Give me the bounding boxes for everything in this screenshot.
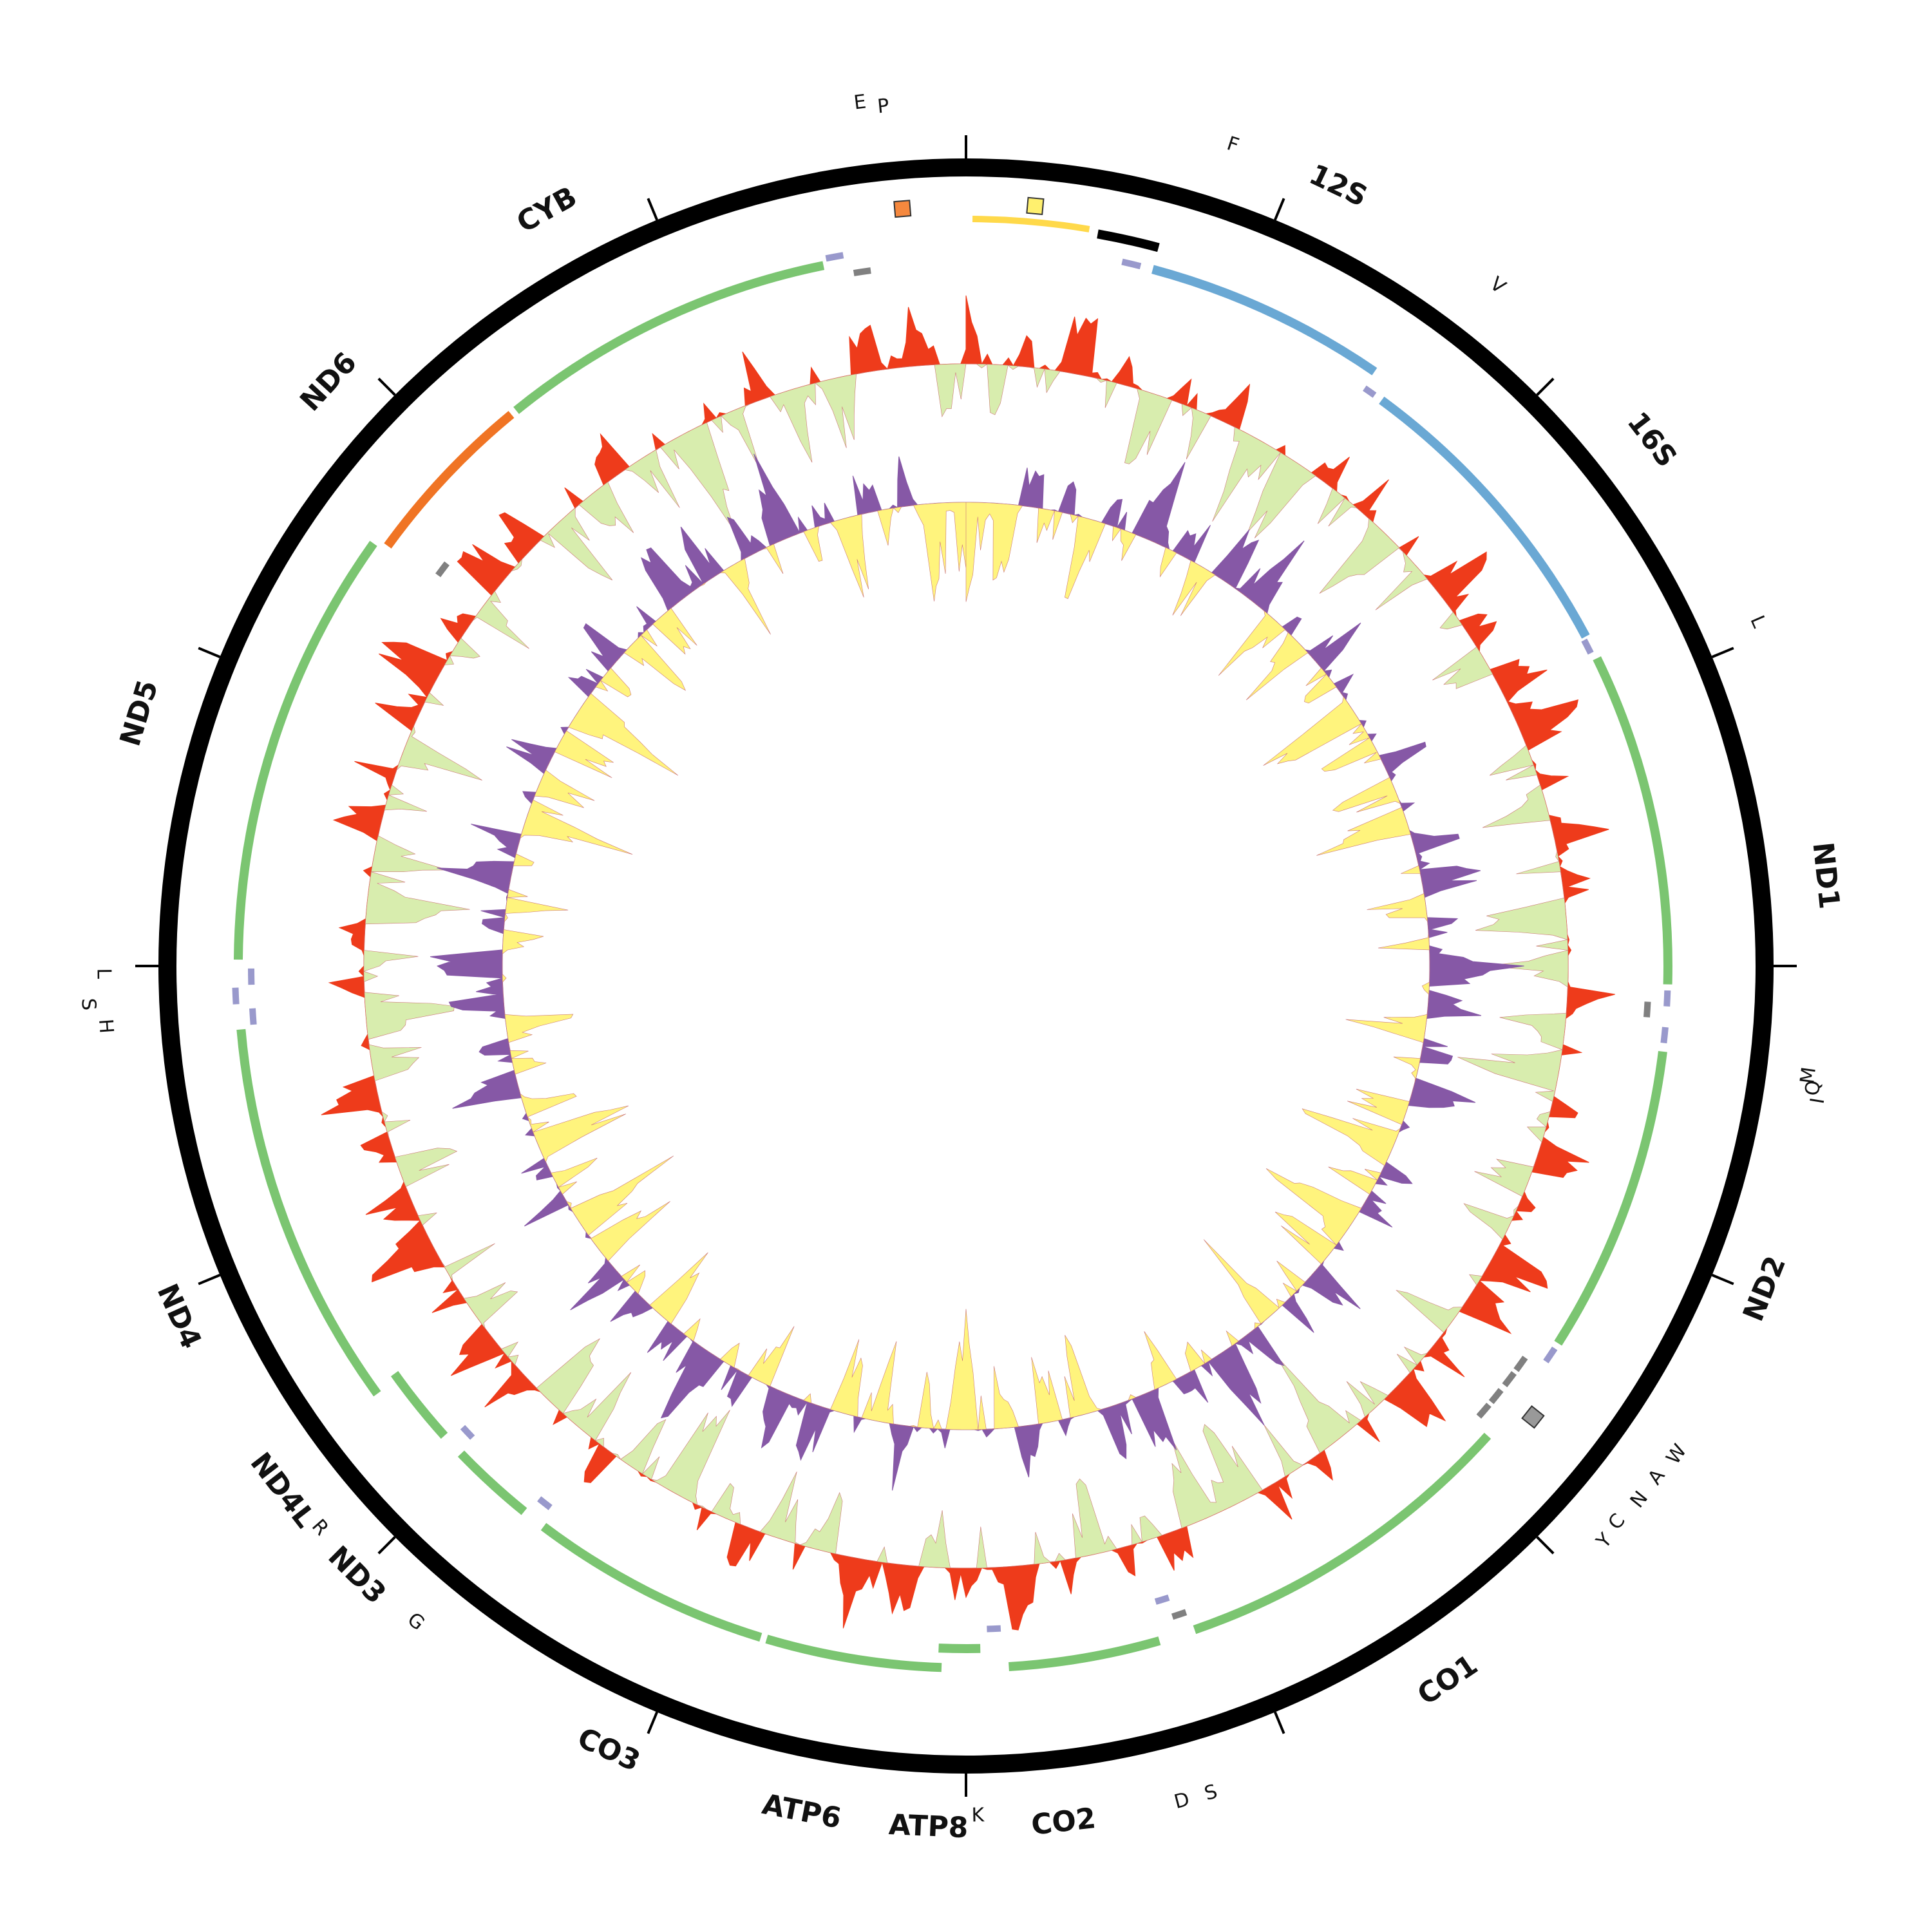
inner-plot-negative-area bbox=[502, 502, 1430, 1430]
trna-q-arc bbox=[1643, 1001, 1651, 1018]
scale-tick bbox=[1536, 377, 1555, 396]
gene-label: CO2 bbox=[1030, 1802, 1097, 1842]
gene-label: 12S bbox=[1304, 158, 1372, 213]
origin-marker-light bbox=[1026, 196, 1045, 216]
nd5-arc bbox=[234, 540, 377, 960]
gene-label: D bbox=[1172, 1788, 1192, 1814]
nd1-arc bbox=[1593, 656, 1672, 985]
trna-r-arc bbox=[460, 1425, 475, 1440]
scale-tick bbox=[1536, 1536, 1555, 1555]
cyb-arc bbox=[513, 261, 825, 414]
gene-labels: F12SV16SLND1IQMND2WANCYCO1SDCO2KATP8ATP6… bbox=[77, 91, 1846, 1845]
gene-label: ATP8 bbox=[888, 1808, 969, 1844]
gene-label: S bbox=[77, 998, 100, 1011]
origin-marker-heavy bbox=[893, 200, 912, 218]
trna-e-arc bbox=[435, 561, 450, 578]
trna-f-arc bbox=[1121, 258, 1142, 270]
gene-label: ND4 bbox=[151, 1279, 208, 1354]
atp8-arc bbox=[938, 1643, 981, 1653]
trna-w-arc bbox=[1543, 1346, 1558, 1364]
scale-tick bbox=[1711, 1274, 1734, 1285]
trna-c-arc bbox=[1488, 1388, 1504, 1405]
co3-arc bbox=[540, 1522, 762, 1642]
gene-label: Q bbox=[1801, 1079, 1825, 1097]
gene-label: S bbox=[1202, 1780, 1220, 1805]
gene-label: W bbox=[1662, 1440, 1692, 1468]
origin-markers bbox=[893, 196, 1545, 1429]
gene-label: ND6 bbox=[294, 346, 363, 417]
nd6-arc bbox=[384, 411, 515, 549]
gene-label: CYB bbox=[511, 180, 582, 240]
trna-y-arc bbox=[1476, 1403, 1492, 1419]
gene-label: Y bbox=[1592, 1529, 1617, 1553]
scale-tick bbox=[198, 647, 221, 658]
nd2-arc bbox=[1554, 1050, 1667, 1346]
gene-label: E bbox=[853, 91, 867, 115]
scale-tick bbox=[1711, 647, 1734, 658]
outer-content-plot bbox=[321, 295, 1615, 1631]
trna-p-arc bbox=[825, 252, 844, 262]
gene-label: ND4L bbox=[243, 1446, 321, 1534]
tick-marks bbox=[135, 135, 1797, 1797]
outer-plot-negative-area bbox=[363, 363, 1569, 1569]
gene-label: K bbox=[971, 1804, 985, 1826]
gene-label: I bbox=[1806, 1096, 1830, 1105]
co1-arc bbox=[1193, 1432, 1492, 1634]
inner-plot-positive-area bbox=[430, 453, 1524, 1491]
origin-marker-gray bbox=[1521, 1405, 1545, 1429]
gene-label: CO3 bbox=[573, 1721, 645, 1778]
gene-label: ATP6 bbox=[759, 1788, 844, 1835]
scale-tick bbox=[647, 1711, 658, 1734]
scale-tick bbox=[1274, 198, 1285, 221]
gene-label: P bbox=[876, 95, 890, 118]
gene-label: M bbox=[1796, 1066, 1821, 1085]
co2-arc bbox=[1009, 1636, 1161, 1671]
nd3-arc bbox=[457, 1450, 527, 1515]
trna-h-arc bbox=[249, 1008, 257, 1025]
gene-label: ND5 bbox=[114, 676, 165, 750]
trna-l-arc bbox=[1581, 638, 1594, 655]
trna-e2-arc bbox=[853, 267, 871, 276]
nd4-arc bbox=[236, 1028, 381, 1397]
genome-backbone-ring bbox=[158, 158, 1774, 1774]
gene-label: H bbox=[94, 1018, 117, 1034]
gene-label: L bbox=[1745, 612, 1770, 632]
gene-label: N bbox=[1626, 1487, 1653, 1512]
atp6-arc bbox=[765, 1634, 942, 1672]
gene-label: CO1 bbox=[1412, 1649, 1484, 1712]
nd4l-arc bbox=[390, 1370, 448, 1439]
control-region-arc bbox=[972, 216, 1090, 232]
trna-s-arc bbox=[1171, 1609, 1188, 1620]
gene-label: F bbox=[1224, 132, 1242, 157]
gene-label: L bbox=[93, 968, 115, 979]
scale-tick bbox=[377, 1536, 396, 1555]
scale-tick bbox=[377, 377, 396, 396]
gene-label: C bbox=[1604, 1510, 1629, 1535]
gene-label: V bbox=[1486, 272, 1510, 299]
gene-label: A bbox=[1643, 1464, 1670, 1489]
trna-v-arc bbox=[1363, 385, 1377, 398]
scale-tick bbox=[198, 1274, 221, 1285]
trna-a-arc bbox=[1513, 1356, 1528, 1372]
gene-label: ND1 bbox=[1806, 840, 1846, 911]
trna-g-arc bbox=[537, 1496, 553, 1510]
gene-label: ND2 bbox=[1737, 1251, 1792, 1326]
rrna-16s-arc bbox=[1379, 396, 1590, 639]
scale-tick bbox=[1274, 1711, 1285, 1734]
control-region-dark-arc bbox=[1097, 229, 1160, 252]
trna-m-arc bbox=[1660, 1027, 1669, 1044]
feature-arcs bbox=[232, 216, 1672, 1672]
inner-skew-plot bbox=[430, 453, 1524, 1491]
scale-tick bbox=[647, 198, 658, 221]
trna-d-arc bbox=[1154, 1594, 1170, 1605]
gene-label: 16S bbox=[1621, 406, 1683, 473]
trna-n-arc bbox=[1502, 1371, 1517, 1388]
gene-label: G bbox=[403, 1608, 429, 1635]
rrna-12s-arc bbox=[1151, 265, 1378, 375]
